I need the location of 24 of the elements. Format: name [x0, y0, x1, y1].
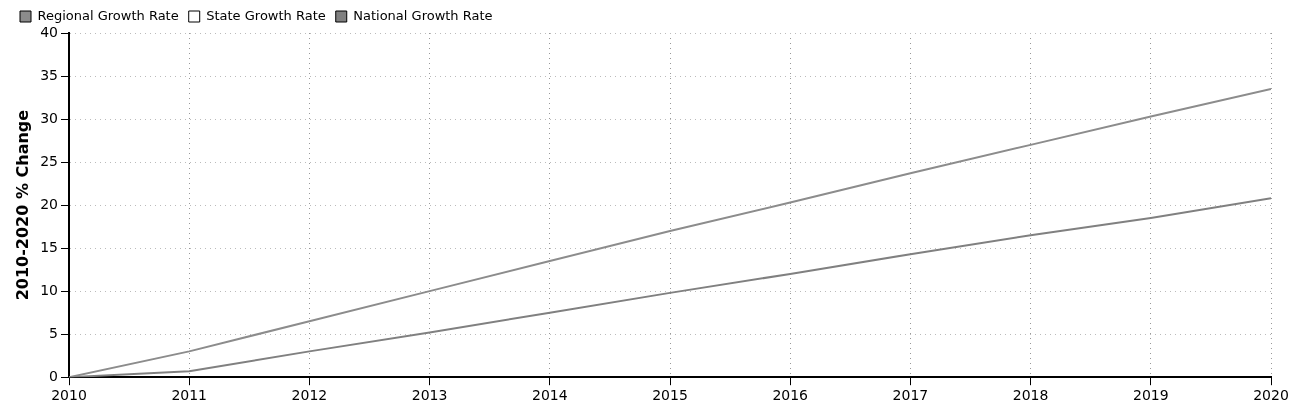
legend-label: Regional Growth Rate [37, 7, 179, 23]
y-tick-label: 20 [40, 195, 59, 212]
x-tick-label: 2020 [1253, 387, 1289, 404]
y-tick-label: 10 [40, 281, 59, 298]
x-tick-label: 2012 [291, 387, 328, 404]
y-tick-label: 15 [40, 238, 59, 255]
x-tick-label: 2016 [772, 387, 809, 404]
x-tick-label: 2019 [1132, 387, 1169, 404]
y-tick-label: 35 [40, 66, 59, 83]
x-tick-label: 2018 [1012, 387, 1049, 404]
y-tick-label: 5 [49, 324, 59, 341]
y-tick-label: 0 [49, 367, 59, 384]
x-tick-label: 2015 [652, 387, 688, 404]
y-axis-title: 2010-2020 % Change [12, 109, 32, 301]
x-tick-label: 2011 [171, 387, 208, 404]
legend-label: National Growth Rate [353, 7, 493, 23]
x-tick-label: 2010 [51, 387, 87, 404]
x-tick-label: 2017 [892, 387, 929, 404]
y-tick-label: 30 [40, 109, 59, 126]
x-tick-label: 2013 [411, 387, 448, 404]
y-tick-label: 40 [40, 23, 59, 40]
legend-label: State Growth Rate [206, 7, 326, 23]
x-tick-label: 2014 [531, 387, 568, 404]
y-tick-label: 25 [40, 152, 59, 169]
